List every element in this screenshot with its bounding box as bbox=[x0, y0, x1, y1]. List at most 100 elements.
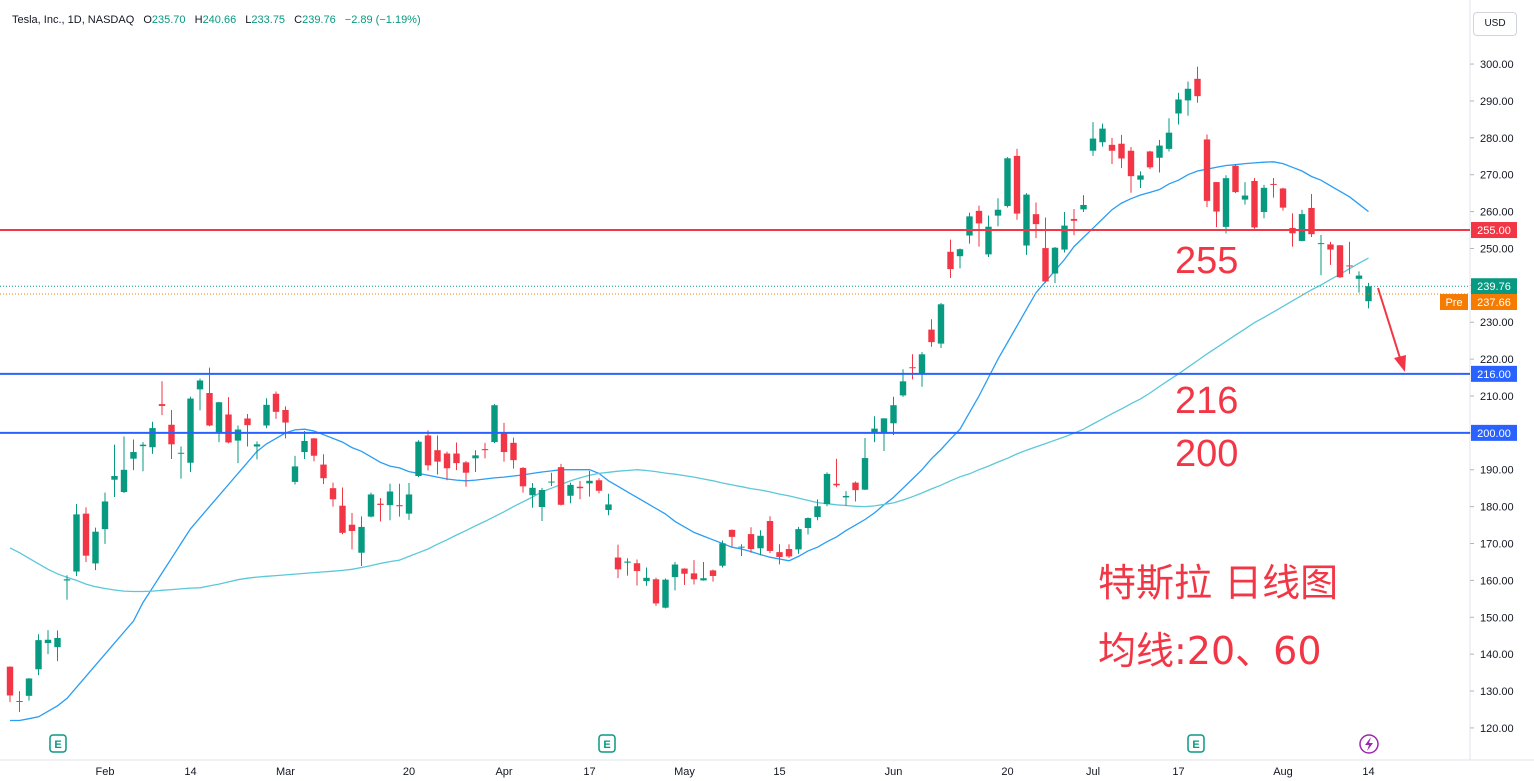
candle-body bbox=[975, 210, 983, 224]
candle-body bbox=[1232, 165, 1239, 193]
candle-body bbox=[1156, 145, 1163, 158]
earnings-icon[interactable]: E bbox=[49, 734, 67, 753]
candle-body bbox=[415, 441, 422, 477]
candle-body bbox=[82, 513, 90, 556]
candle-body bbox=[1051, 247, 1059, 274]
candle-body bbox=[225, 414, 232, 443]
candle-body bbox=[918, 354, 926, 374]
candle-body bbox=[994, 209, 1002, 216]
candle-body bbox=[73, 514, 80, 572]
candle-body bbox=[1108, 144, 1116, 151]
candle-body bbox=[472, 455, 479, 459]
candle-body bbox=[814, 506, 821, 517]
candle-body bbox=[937, 304, 945, 344]
candle-body bbox=[804, 518, 812, 529]
candle-body bbox=[1118, 143, 1125, 159]
candle-body bbox=[16, 700, 23, 702]
candle-body bbox=[196, 380, 204, 390]
candle-body bbox=[624, 561, 631, 563]
candle-body bbox=[282, 410, 289, 423]
candle-body bbox=[424, 435, 432, 466]
candle-body bbox=[766, 521, 774, 551]
event-icon[interactable] bbox=[1359, 734, 1379, 754]
ohlc-value: 233.75 bbox=[251, 14, 286, 26]
candle-body bbox=[101, 501, 109, 530]
premarket-box bbox=[1471, 293, 1517, 310]
svg-text:E: E bbox=[1192, 739, 1199, 751]
currency-button[interactable]: USD bbox=[1473, 12, 1517, 36]
candle-body bbox=[310, 438, 318, 456]
candle-body bbox=[1061, 225, 1068, 250]
x-tick-label: 20 bbox=[403, 766, 415, 778]
candle-body bbox=[263, 404, 270, 426]
candle-body bbox=[529, 487, 536, 496]
candle-body bbox=[719, 543, 726, 566]
candle-body bbox=[1099, 128, 1106, 143]
candle-body bbox=[1213, 182, 1220, 212]
candle-body bbox=[871, 428, 878, 433]
candle-body bbox=[1355, 275, 1363, 279]
candle-body bbox=[861, 458, 869, 490]
svg-text:E: E bbox=[603, 739, 610, 751]
level-price-label: 255.00 bbox=[1477, 225, 1511, 237]
symbol: Tesla, Inc., 1D, NASDAQ bbox=[12, 14, 135, 26]
x-tick-label: 15 bbox=[773, 766, 785, 778]
ohlc-key: O bbox=[143, 14, 152, 26]
candle-body bbox=[880, 418, 888, 434]
candle-body bbox=[25, 678, 33, 696]
earnings-icon[interactable]: E bbox=[1187, 734, 1205, 753]
x-tick-label: 20 bbox=[1001, 766, 1013, 778]
candle-body bbox=[358, 526, 365, 553]
candle-body bbox=[538, 490, 546, 507]
candle-body bbox=[852, 482, 859, 491]
candle-body bbox=[111, 476, 118, 480]
annotation: 特斯拉 日线图 bbox=[1098, 561, 1339, 605]
x-tick-label: 14 bbox=[1362, 766, 1374, 778]
x-tick-label: May bbox=[674, 766, 695, 778]
candle-body bbox=[1146, 151, 1154, 168]
candle-body bbox=[1279, 188, 1287, 208]
candle-body bbox=[681, 568, 688, 574]
candle-body bbox=[177, 452, 185, 454]
candle-body bbox=[187, 398, 194, 463]
x-tick-label: Apr bbox=[495, 766, 512, 778]
candle-body bbox=[348, 524, 356, 531]
candle-body bbox=[557, 467, 565, 505]
arrow bbox=[1377, 287, 1406, 372]
x-tick-label: Aug bbox=[1273, 766, 1293, 778]
candle-body bbox=[519, 467, 527, 487]
candle-body bbox=[605, 504, 612, 510]
y-tick-label: 120.00 bbox=[1480, 723, 1514, 735]
y-tick-label: 130.00 bbox=[1480, 686, 1514, 698]
y-tick-label: 150.00 bbox=[1480, 612, 1514, 624]
y-tick-label: 230.00 bbox=[1480, 317, 1514, 329]
candle-body bbox=[985, 226, 992, 255]
candle-body bbox=[234, 429, 242, 441]
candle-body bbox=[1327, 244, 1334, 250]
candle-body bbox=[130, 452, 137, 459]
x-tick-label: Mar bbox=[276, 766, 295, 778]
candle-body bbox=[139, 444, 147, 447]
premarket-name: Pre bbox=[1445, 297, 1462, 309]
y-tick-label: 140.00 bbox=[1480, 649, 1514, 661]
candle-body bbox=[1032, 214, 1040, 225]
x-tick-label: Feb bbox=[96, 766, 115, 778]
candle-body bbox=[738, 546, 745, 548]
earnings-icon[interactable]: E bbox=[598, 734, 616, 753]
candle-body bbox=[652, 579, 660, 604]
x-tick-label: 14 bbox=[184, 766, 196, 778]
candle-body bbox=[909, 367, 916, 369]
candle-body bbox=[453, 453, 460, 464]
candle-body bbox=[206, 393, 213, 426]
premarket-name-box bbox=[1440, 293, 1468, 310]
x-tick-label: 17 bbox=[1172, 766, 1184, 778]
y-tick-label: 280.00 bbox=[1480, 133, 1514, 145]
last-price-label: 239.76 bbox=[1477, 281, 1511, 293]
candle-body bbox=[329, 488, 337, 500]
candle-body bbox=[690, 573, 698, 580]
y-tick-label: 210.00 bbox=[1480, 391, 1514, 403]
candle-body bbox=[35, 640, 42, 670]
candle-body bbox=[785, 549, 793, 557]
